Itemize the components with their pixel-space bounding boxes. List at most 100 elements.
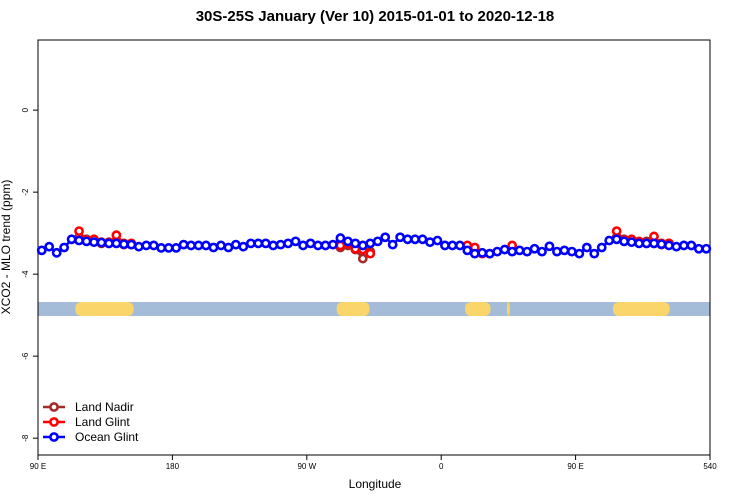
x-tick-label: 90 E	[30, 462, 46, 471]
data-point	[328, 239, 338, 250]
data-point	[641, 238, 652, 249]
data-point	[201, 240, 211, 251]
data-point	[387, 239, 398, 250]
data-point	[544, 241, 555, 252]
data-point	[66, 234, 77, 245]
data-point	[507, 246, 518, 257]
data-point	[552, 246, 562, 257]
data-point	[499, 244, 510, 255]
data-point	[649, 238, 659, 249]
data-point	[245, 238, 256, 249]
data-point	[59, 242, 70, 253]
data-point	[611, 226, 622, 236]
data-point	[372, 236, 383, 247]
data-point	[469, 248, 480, 259]
y-tick-label: -6	[21, 352, 30, 360]
data-point	[626, 237, 637, 248]
data-point	[537, 246, 547, 257]
data-point	[238, 241, 249, 252]
data-point	[619, 236, 630, 247]
data-point	[335, 233, 346, 243]
data-point	[604, 235, 615, 246]
data-point	[305, 238, 316, 249]
data-point	[51, 247, 62, 258]
x-tick-label: 180	[166, 462, 180, 471]
data-point	[298, 240, 308, 251]
chart-title: 30S-25S January (Ver 10) 2015-01-01 to 2…	[196, 8, 555, 25]
data-point	[36, 245, 47, 256]
data-point	[163, 243, 174, 253]
land-segment	[75, 302, 134, 317]
data-point	[566, 246, 577, 257]
data-point	[701, 243, 712, 254]
data-point	[320, 240, 331, 251]
data-point	[186, 240, 196, 251]
data-point	[148, 240, 159, 251]
x-tick-label: 0	[439, 462, 444, 471]
data-point	[290, 236, 301, 247]
data-point	[111, 238, 122, 249]
x-axis-label: Longitude	[349, 477, 402, 491]
data-point	[365, 238, 376, 249]
data-point	[574, 248, 585, 259]
data-point	[395, 232, 406, 243]
data-point	[230, 239, 241, 250]
land-segment	[465, 302, 491, 317]
data-point	[440, 240, 450, 251]
data-point	[484, 248, 495, 259]
legend-marker	[49, 417, 59, 427]
data-point	[596, 242, 607, 253]
data-point	[253, 238, 264, 249]
x-tick-label: 90 W	[297, 462, 316, 471]
data-point	[559, 245, 570, 256]
data-point	[171, 243, 182, 253]
y-tick-label: -4	[21, 270, 30, 278]
data-point	[350, 238, 361, 249]
land-segment	[506, 302, 510, 317]
data-point	[178, 239, 189, 250]
data-point	[283, 238, 294, 249]
data-point	[357, 253, 368, 264]
y-tick-label: -8	[21, 434, 30, 442]
data-point	[268, 240, 279, 251]
data-point	[74, 226, 84, 236]
data-point	[89, 237, 99, 248]
y-axis-label: XCO2 - MLO trend (ppm)	[0, 180, 13, 315]
data-point	[529, 243, 540, 254]
y-tick-label: 0	[21, 107, 30, 112]
data-point	[514, 245, 525, 256]
data-point	[432, 235, 443, 246]
data-point	[275, 239, 286, 250]
data-point	[492, 246, 503, 257]
data-point	[425, 237, 435, 248]
data-point	[380, 232, 391, 243]
data-point	[678, 240, 689, 251]
data-point	[634, 238, 644, 249]
data-point	[357, 240, 368, 251]
data-point	[671, 241, 682, 252]
data-point	[111, 230, 122, 241]
data-point	[96, 237, 107, 248]
data-point	[313, 240, 323, 251]
data-point	[581, 242, 592, 253]
legend-label: Land Nadir	[75, 400, 134, 414]
data-point	[611, 234, 622, 245]
data-point	[365, 248, 376, 259]
data-point	[693, 243, 704, 254]
data-point	[656, 239, 667, 250]
data-point	[141, 240, 152, 251]
data-point	[477, 247, 488, 258]
data-point	[133, 241, 144, 252]
data-point	[589, 248, 600, 259]
x-tick-label: 90 E	[567, 462, 583, 471]
data-point	[664, 240, 674, 251]
data-point	[208, 242, 219, 253]
x-tick-label: 540	[703, 462, 717, 471]
data-point	[402, 234, 413, 245]
data-point	[193, 240, 204, 251]
legend-marker	[49, 432, 59, 442]
legend-label: Land Glint	[75, 415, 130, 429]
data-point	[462, 245, 473, 256]
data-point	[156, 243, 167, 253]
land-segment	[336, 302, 370, 317]
